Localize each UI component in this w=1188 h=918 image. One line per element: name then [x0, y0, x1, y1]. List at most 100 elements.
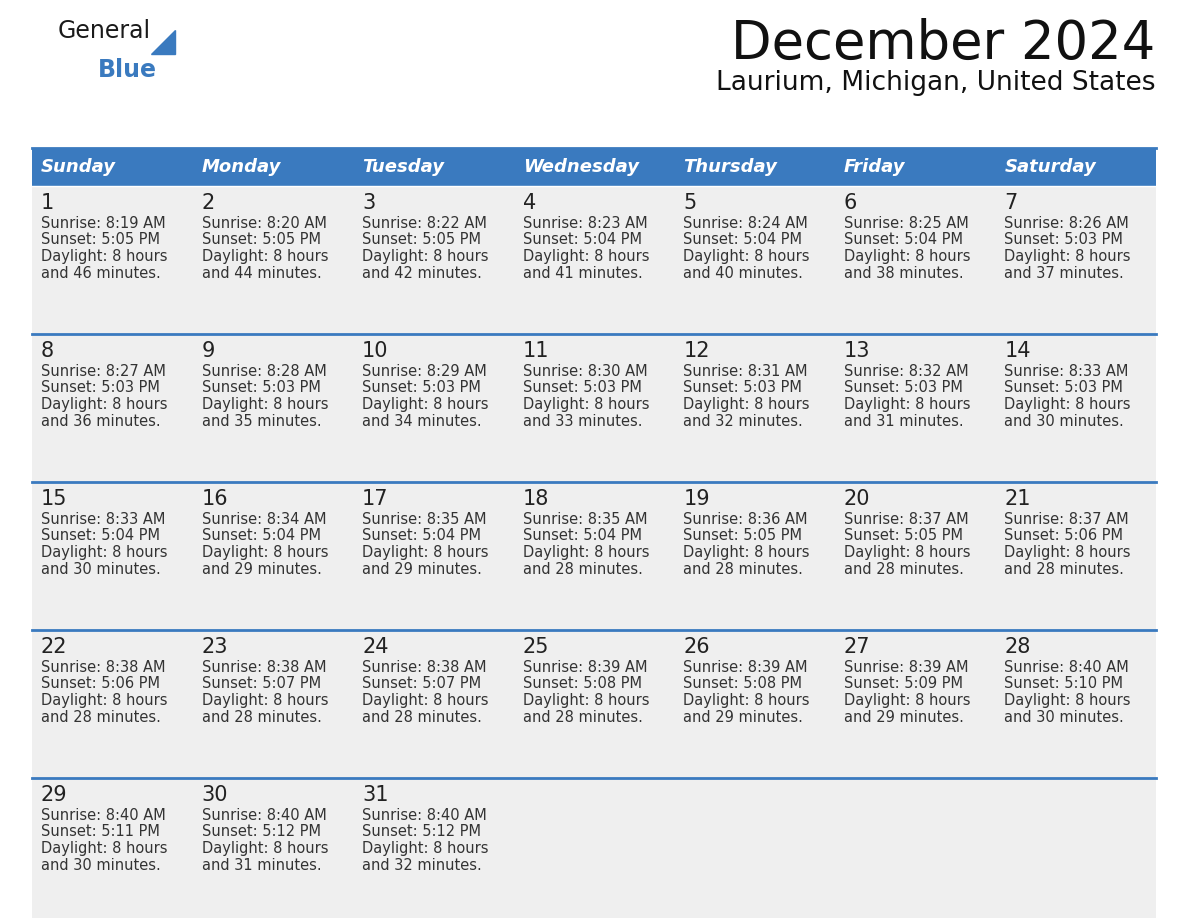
- Text: 16: 16: [202, 489, 228, 509]
- Text: 28: 28: [1004, 637, 1031, 657]
- Text: Sunset: 5:04 PM: Sunset: 5:04 PM: [523, 529, 642, 543]
- Bar: [32, 778, 192, 918]
- Text: Blue: Blue: [97, 58, 157, 82]
- Text: Daylight: 8 hours: Daylight: 8 hours: [1004, 693, 1131, 708]
- Text: Sunday: Sunday: [42, 158, 116, 176]
- Text: and 30 minutes.: and 30 minutes.: [1004, 710, 1124, 724]
- Text: Sunset: 5:10 PM: Sunset: 5:10 PM: [1004, 677, 1124, 691]
- Bar: [675, 186, 835, 334]
- Text: 2: 2: [202, 193, 215, 213]
- Text: Daylight: 8 hours: Daylight: 8 hours: [202, 545, 328, 560]
- Text: and 42 minutes.: and 42 minutes.: [362, 265, 482, 281]
- Text: Sunrise: 8:19 AM: Sunrise: 8:19 AM: [42, 216, 165, 231]
- Text: and 30 minutes.: and 30 minutes.: [42, 857, 160, 872]
- Bar: [513, 148, 675, 186]
- Text: Wednesday: Wednesday: [523, 158, 639, 176]
- Bar: [353, 630, 513, 778]
- Text: Sunset: 5:04 PM: Sunset: 5:04 PM: [362, 529, 481, 543]
- Text: Sunrise: 8:39 AM: Sunrise: 8:39 AM: [523, 660, 647, 675]
- Bar: [675, 482, 835, 630]
- Bar: [996, 630, 1156, 778]
- Bar: [513, 186, 675, 334]
- Bar: [353, 186, 513, 334]
- Polygon shape: [151, 30, 175, 54]
- Text: Sunset: 5:04 PM: Sunset: 5:04 PM: [843, 232, 962, 248]
- Text: and 30 minutes.: and 30 minutes.: [42, 562, 160, 577]
- Text: and 31 minutes.: and 31 minutes.: [202, 857, 321, 872]
- Bar: [835, 778, 996, 918]
- Text: Sunset: 5:03 PM: Sunset: 5:03 PM: [1004, 232, 1124, 248]
- Text: Daylight: 8 hours: Daylight: 8 hours: [202, 693, 328, 708]
- Text: and 31 minutes.: and 31 minutes.: [843, 413, 963, 429]
- Text: Sunset: 5:07 PM: Sunset: 5:07 PM: [362, 677, 481, 691]
- Text: 15: 15: [42, 489, 68, 509]
- Text: Sunrise: 8:24 AM: Sunrise: 8:24 AM: [683, 216, 808, 231]
- Text: Daylight: 8 hours: Daylight: 8 hours: [523, 693, 649, 708]
- Text: Sunrise: 8:30 AM: Sunrise: 8:30 AM: [523, 364, 647, 379]
- Text: Sunset: 5:12 PM: Sunset: 5:12 PM: [362, 824, 481, 839]
- Text: and 32 minutes.: and 32 minutes.: [683, 413, 803, 429]
- Bar: [353, 334, 513, 482]
- Text: 19: 19: [683, 489, 710, 509]
- Text: Daylight: 8 hours: Daylight: 8 hours: [843, 397, 971, 412]
- Bar: [996, 778, 1156, 918]
- Bar: [32, 482, 192, 630]
- Text: and 33 minutes.: and 33 minutes.: [523, 413, 643, 429]
- Bar: [513, 630, 675, 778]
- Bar: [353, 778, 513, 918]
- Text: 21: 21: [1004, 489, 1031, 509]
- Text: Sunset: 5:04 PM: Sunset: 5:04 PM: [42, 529, 160, 543]
- Text: Sunset: 5:03 PM: Sunset: 5:03 PM: [42, 380, 160, 396]
- Text: Sunrise: 8:38 AM: Sunrise: 8:38 AM: [362, 660, 487, 675]
- Text: Daylight: 8 hours: Daylight: 8 hours: [843, 545, 971, 560]
- Text: Sunset: 5:05 PM: Sunset: 5:05 PM: [42, 232, 160, 248]
- Text: Saturday: Saturday: [1004, 158, 1097, 176]
- Text: Sunrise: 8:37 AM: Sunrise: 8:37 AM: [843, 512, 968, 527]
- Bar: [835, 148, 996, 186]
- Text: Sunrise: 8:36 AM: Sunrise: 8:36 AM: [683, 512, 808, 527]
- Text: and 37 minutes.: and 37 minutes.: [1004, 265, 1124, 281]
- Text: and 28 minutes.: and 28 minutes.: [843, 562, 963, 577]
- Bar: [192, 630, 353, 778]
- Text: Daylight: 8 hours: Daylight: 8 hours: [362, 841, 488, 856]
- Bar: [513, 334, 675, 482]
- Text: 3: 3: [362, 193, 375, 213]
- Text: Daylight: 8 hours: Daylight: 8 hours: [362, 545, 488, 560]
- Text: Sunset: 5:03 PM: Sunset: 5:03 PM: [1004, 380, 1124, 396]
- Text: General: General: [58, 19, 151, 43]
- Bar: [192, 778, 353, 918]
- Text: Sunset: 5:05 PM: Sunset: 5:05 PM: [843, 529, 962, 543]
- Bar: [32, 334, 192, 482]
- Text: 8: 8: [42, 341, 55, 361]
- Bar: [835, 630, 996, 778]
- Text: Sunrise: 8:40 AM: Sunrise: 8:40 AM: [202, 808, 327, 823]
- Bar: [996, 186, 1156, 334]
- Text: and 29 minutes.: and 29 minutes.: [683, 710, 803, 724]
- Text: Sunset: 5:05 PM: Sunset: 5:05 PM: [202, 232, 321, 248]
- Bar: [32, 148, 192, 186]
- Text: and 34 minutes.: and 34 minutes.: [362, 413, 482, 429]
- Text: and 35 minutes.: and 35 minutes.: [202, 413, 321, 429]
- Bar: [835, 334, 996, 482]
- Text: Daylight: 8 hours: Daylight: 8 hours: [683, 397, 810, 412]
- Text: 6: 6: [843, 193, 858, 213]
- Text: Sunrise: 8:32 AM: Sunrise: 8:32 AM: [843, 364, 968, 379]
- Text: Daylight: 8 hours: Daylight: 8 hours: [362, 693, 488, 708]
- Text: Sunrise: 8:25 AM: Sunrise: 8:25 AM: [843, 216, 968, 231]
- Text: Monday: Monday: [202, 158, 280, 176]
- Text: 31: 31: [362, 785, 388, 805]
- Bar: [996, 148, 1156, 186]
- Text: and 46 minutes.: and 46 minutes.: [42, 265, 160, 281]
- Text: Laurium, Michigan, United States: Laurium, Michigan, United States: [715, 70, 1155, 96]
- Text: 20: 20: [843, 489, 871, 509]
- Text: Sunrise: 8:26 AM: Sunrise: 8:26 AM: [1004, 216, 1129, 231]
- Text: Sunrise: 8:22 AM: Sunrise: 8:22 AM: [362, 216, 487, 231]
- Text: Sunrise: 8:37 AM: Sunrise: 8:37 AM: [1004, 512, 1129, 527]
- Text: Daylight: 8 hours: Daylight: 8 hours: [202, 397, 328, 412]
- Text: Daylight: 8 hours: Daylight: 8 hours: [42, 841, 168, 856]
- Text: Sunrise: 8:38 AM: Sunrise: 8:38 AM: [202, 660, 326, 675]
- Bar: [192, 186, 353, 334]
- Text: Sunrise: 8:33 AM: Sunrise: 8:33 AM: [1004, 364, 1129, 379]
- Text: Daylight: 8 hours: Daylight: 8 hours: [202, 249, 328, 264]
- Text: and 29 minutes.: and 29 minutes.: [843, 710, 963, 724]
